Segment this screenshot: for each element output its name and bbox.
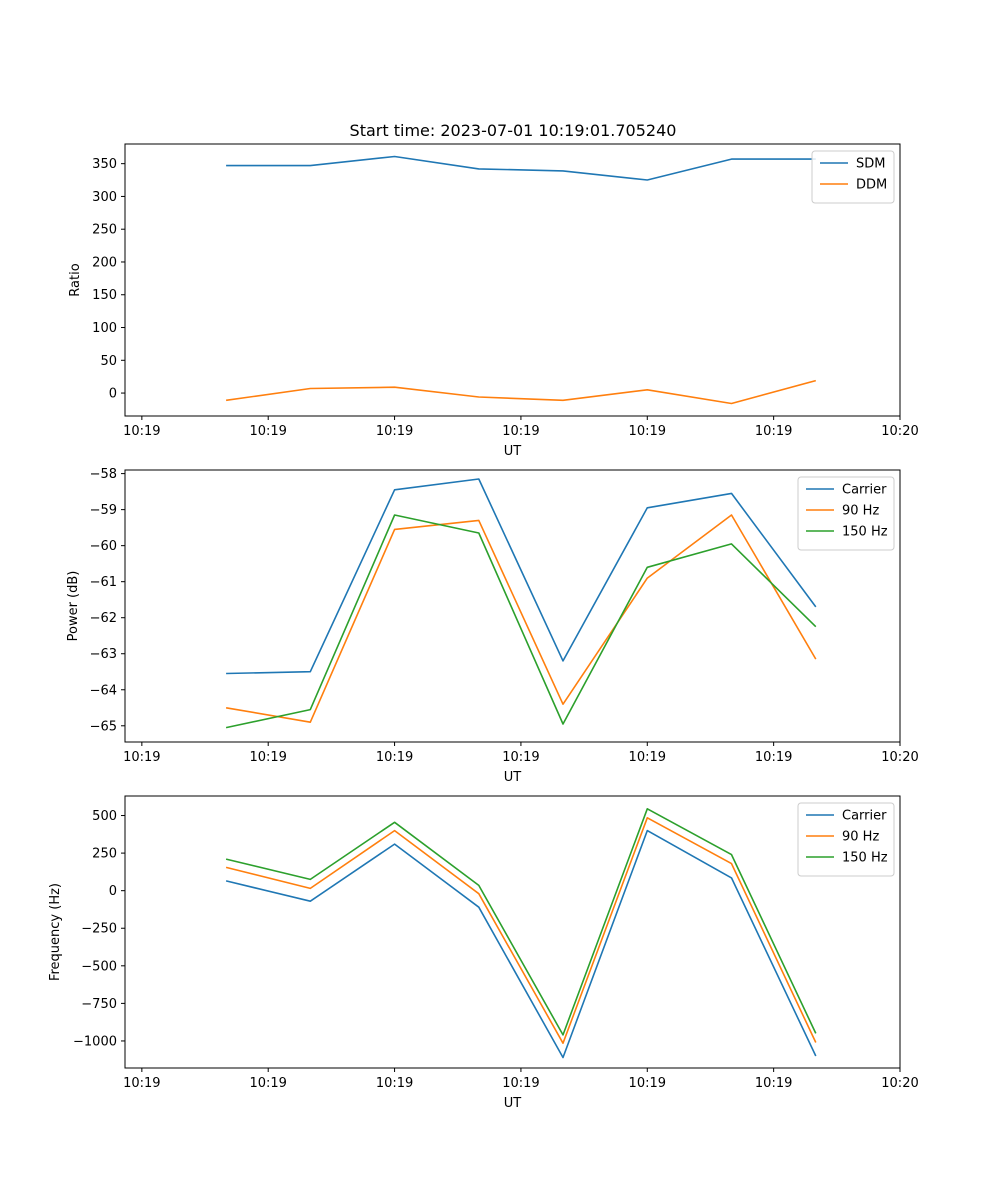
x-tick-label: 10:19 <box>376 750 413 765</box>
x-tick-label: 10:19 <box>376 424 413 439</box>
legend-label-90-hz: 90 Hz <box>842 504 879 519</box>
y-tick-label: 300 <box>92 190 117 205</box>
y-tick-label: −58 <box>90 467 117 482</box>
y-tick-label: −65 <box>90 719 117 734</box>
x-tick-label: 10:19 <box>249 750 286 765</box>
y-tick-label: −60 <box>90 539 117 554</box>
y-tick-label: −63 <box>90 647 117 662</box>
x-tick-label: 10:20 <box>881 424 918 439</box>
legend: SDM DDM <box>811 150 895 204</box>
x-tick-label: 10:19 <box>123 424 160 439</box>
y-axis-label: Ratio <box>68 263 83 296</box>
x-axis-label: UT <box>504 444 522 459</box>
x-axis-label: UT <box>504 1096 522 1111</box>
legend-label-carrier: Carrier <box>842 809 887 824</box>
y-tick-label: 200 <box>92 255 117 270</box>
y-tick-label: 250 <box>92 223 117 238</box>
series-line-150-hz <box>225 807 817 1036</box>
y-tick-label: −500 <box>81 959 117 974</box>
y-tick-label: 350 <box>92 157 117 172</box>
x-tick-label: 10:19 <box>502 750 539 765</box>
x-tick-label: 10:20 <box>881 750 918 765</box>
y-tick-label: −59 <box>90 503 117 518</box>
axes-frame <box>124 795 901 1069</box>
x-tick-label: 10:19 <box>376 1076 413 1091</box>
legend-label-ddm: DDM <box>856 178 887 193</box>
series-line-carrier <box>225 829 817 1059</box>
series-line-carrier <box>226 478 817 675</box>
legend-label-150-hz: 150 Hz <box>842 525 888 540</box>
x-tick-label: 10:19 <box>755 1076 792 1091</box>
x-tick-label: 10:19 <box>629 1076 666 1091</box>
series-line-90-hz <box>225 514 817 724</box>
series-line-sdm <box>226 155 816 181</box>
axes-frame <box>124 469 901 743</box>
y-tick-label: 50 <box>100 354 117 369</box>
y-tick-label: −64 <box>90 683 117 698</box>
legend-label-150-hz: 150 Hz <box>842 851 888 866</box>
x-tick-label: 10:19 <box>629 424 666 439</box>
x-tick-label: 10:19 <box>755 424 792 439</box>
legend: Carrier 90 Hz 150 Hz <box>797 802 895 877</box>
y-tick-label: 0 <box>109 387 117 402</box>
x-tick-label: 10:20 <box>881 1076 918 1091</box>
frequency-panel: 10:19 10:19 10:19 10:19 10:19 10:19 10:20 −1000… <box>48 795 919 1111</box>
y-tick-label: −62 <box>90 611 117 626</box>
ratio-panel: 10:19 10:19 10:19 10:19 10:19 10:19 10:20 0 50 10… <box>68 143 919 459</box>
y-tick-label: −250 <box>81 922 117 937</box>
y-axis-label: Frequency (Hz) <box>48 883 63 981</box>
series-line-150-hz <box>225 514 817 729</box>
legend-label-carrier: Carrier <box>842 483 887 498</box>
x-tick-label: 10:19 <box>123 1076 160 1091</box>
x-tick-label: 10:19 <box>123 750 160 765</box>
axes-frame <box>124 143 901 417</box>
legend: Carrier 90 Hz 150 Hz <box>797 476 895 551</box>
x-axis-label: UT <box>504 770 522 785</box>
y-tick-label: 500 <box>92 809 117 824</box>
x-tick-label: 10:19 <box>249 1076 286 1091</box>
y-tick-label: 150 <box>92 288 117 303</box>
chart-title: Start time: 2023-07-01 10:19:01.705240 <box>350 121 677 140</box>
x-tick-label: 10:19 <box>249 424 286 439</box>
x-tick-label: 10:19 <box>755 750 792 765</box>
y-tick-label: 100 <box>92 321 117 336</box>
x-tick-label: 10:19 <box>502 424 539 439</box>
legend-label-sdm: SDM <box>856 157 885 172</box>
legend-frame <box>811 150 895 204</box>
series-line-90-hz <box>225 816 817 1044</box>
y-tick-label: 0 <box>109 884 117 899</box>
y-tick-label: −1000 <box>73 1034 117 1049</box>
legend-label-90-hz: 90 Hz <box>842 830 879 845</box>
y-axis-label: Power (dB) <box>66 571 81 642</box>
y-tick-label: −61 <box>90 575 117 590</box>
y-tick-label: 250 <box>92 847 117 862</box>
y-tick-label: −750 <box>81 997 117 1012</box>
power-panel: 10:19 10:19 10:19 10:19 10:19 10:19 10:20 −65 −6… <box>66 467 919 785</box>
x-tick-label: 10:19 <box>502 1076 539 1091</box>
x-tick-label: 10:19 <box>629 750 666 765</box>
series-line-ddm <box>225 379 817 405</box>
